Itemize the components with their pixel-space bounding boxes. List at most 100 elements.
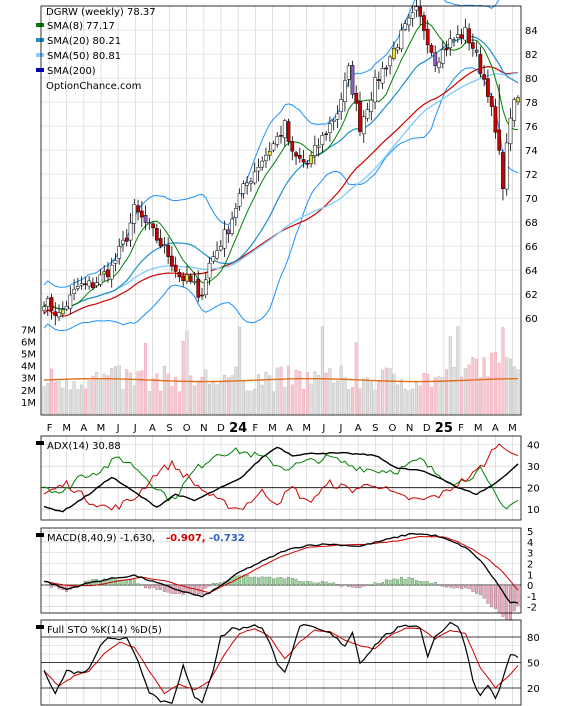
volume-bar	[392, 373, 396, 415]
macd-y-tick: 1	[527, 570, 533, 581]
macd-histogram-bar	[302, 581, 306, 586]
macd-histogram-bar	[403, 579, 407, 586]
x-tick-label: S	[372, 423, 378, 434]
volume-bar	[388, 368, 392, 415]
volume-bar	[226, 377, 230, 415]
volume-bar	[181, 341, 185, 415]
macd-histogram-bar	[264, 576, 268, 586]
volume-bar	[256, 374, 260, 415]
adx-panel-frame	[40, 435, 522, 521]
x-tick-label: N	[406, 423, 413, 434]
candle-body	[94, 282, 99, 287]
volume-bar	[61, 387, 65, 415]
candle-body	[249, 181, 253, 184]
adx-swatch	[36, 441, 44, 445]
candle-body	[335, 113, 340, 120]
macd-histogram-bar	[452, 584, 456, 589]
volume-bar	[192, 385, 196, 415]
volume-bar	[347, 389, 351, 415]
candle-body	[185, 274, 189, 282]
volume-bar	[429, 387, 433, 415]
adx-label: ADX(14) 30.88	[47, 441, 121, 452]
candle-body	[173, 264, 178, 272]
price-y-tick: 64	[525, 266, 538, 277]
candle-body	[309, 155, 313, 164]
macd-histogram-bar	[294, 578, 298, 586]
macd-histogram-bar	[238, 575, 242, 586]
macd-histogram-bar	[339, 584, 343, 587]
macd-histogram-bar	[505, 584, 509, 620]
macd-y-tick: 3	[527, 549, 533, 560]
volume-bar	[422, 372, 426, 415]
volume-bar	[200, 376, 204, 415]
macd-histogram-bar	[335, 584, 339, 586]
candle-body	[76, 285, 80, 289]
x-tick-label: O	[388, 423, 396, 434]
volume-bar	[117, 365, 121, 415]
legend-swatch	[36, 23, 44, 27]
candle-body	[418, 6, 423, 17]
volume-bar	[260, 384, 264, 415]
macd-y-tick: -1	[527, 592, 537, 603]
candle-body	[388, 56, 392, 67]
volume-bar	[275, 367, 279, 415]
legend-entry: SMA(20) 80.21	[47, 36, 121, 47]
volume-bar	[238, 326, 242, 415]
macd-histogram-bar	[121, 580, 125, 586]
macd-histogram-bar	[313, 582, 317, 586]
candle-body	[132, 204, 137, 224]
sma-50-line	[43, 72, 519, 310]
x-tick-label: J	[116, 423, 120, 434]
volume-bar	[339, 365, 343, 415]
volume-bar	[50, 368, 54, 415]
volume-bar	[106, 375, 110, 415]
volume-bar	[482, 357, 486, 415]
candle-body	[410, 12, 415, 19]
volume-bar	[98, 378, 102, 415]
macd-histogram-bar	[253, 576, 257, 586]
candle-body	[192, 281, 197, 283]
volume-bar	[426, 373, 430, 415]
candle-body	[414, 6, 419, 11]
volume-bar	[132, 385, 136, 415]
legend-swatch	[36, 53, 44, 57]
volume-bar	[324, 372, 328, 415]
macd-histogram-bar	[102, 578, 106, 586]
candle-body	[301, 159, 306, 163]
volume-bar	[471, 356, 475, 415]
macd-histogram-bar	[490, 584, 494, 608]
legend-swatch	[36, 68, 44, 72]
volume-bar	[113, 366, 117, 415]
macd-y-tick: 2	[527, 560, 533, 571]
candle-body	[45, 298, 50, 307]
volume-bar	[332, 382, 336, 415]
macd-histogram-bar	[260, 576, 264, 586]
candle-body	[203, 279, 208, 296]
candle-body	[252, 171, 257, 184]
price-panel-frame	[40, 5, 522, 416]
macd-histogram-bar	[328, 582, 332, 586]
macd-histogram-bar	[362, 584, 366, 587]
macd-histogram-bar	[377, 583, 381, 586]
volume-bar	[369, 380, 373, 415]
macd-histogram-bar	[422, 581, 426, 586]
macd-histogram-bar	[46, 584, 50, 586]
candle-body	[106, 269, 110, 278]
macd-histogram-bar	[136, 583, 140, 586]
candle-body	[376, 79, 381, 82]
candle-body	[42, 306, 46, 311]
candle-body	[433, 52, 438, 66]
macd-label: MACD(8,40,9) -1.630,	[47, 533, 155, 544]
candle-body	[399, 29, 404, 50]
x-tick-label: 24	[229, 421, 247, 436]
volume-bar	[448, 335, 452, 415]
macd-histogram-bar	[471, 584, 475, 592]
minus-di-line	[43, 443, 519, 511]
volume-y-tick: 3M	[21, 374, 36, 385]
x-tick-label: J	[133, 423, 137, 434]
macd-histogram-bar	[298, 581, 302, 586]
volume-bar	[264, 371, 268, 415]
macd-histogram-bar	[414, 580, 418, 586]
